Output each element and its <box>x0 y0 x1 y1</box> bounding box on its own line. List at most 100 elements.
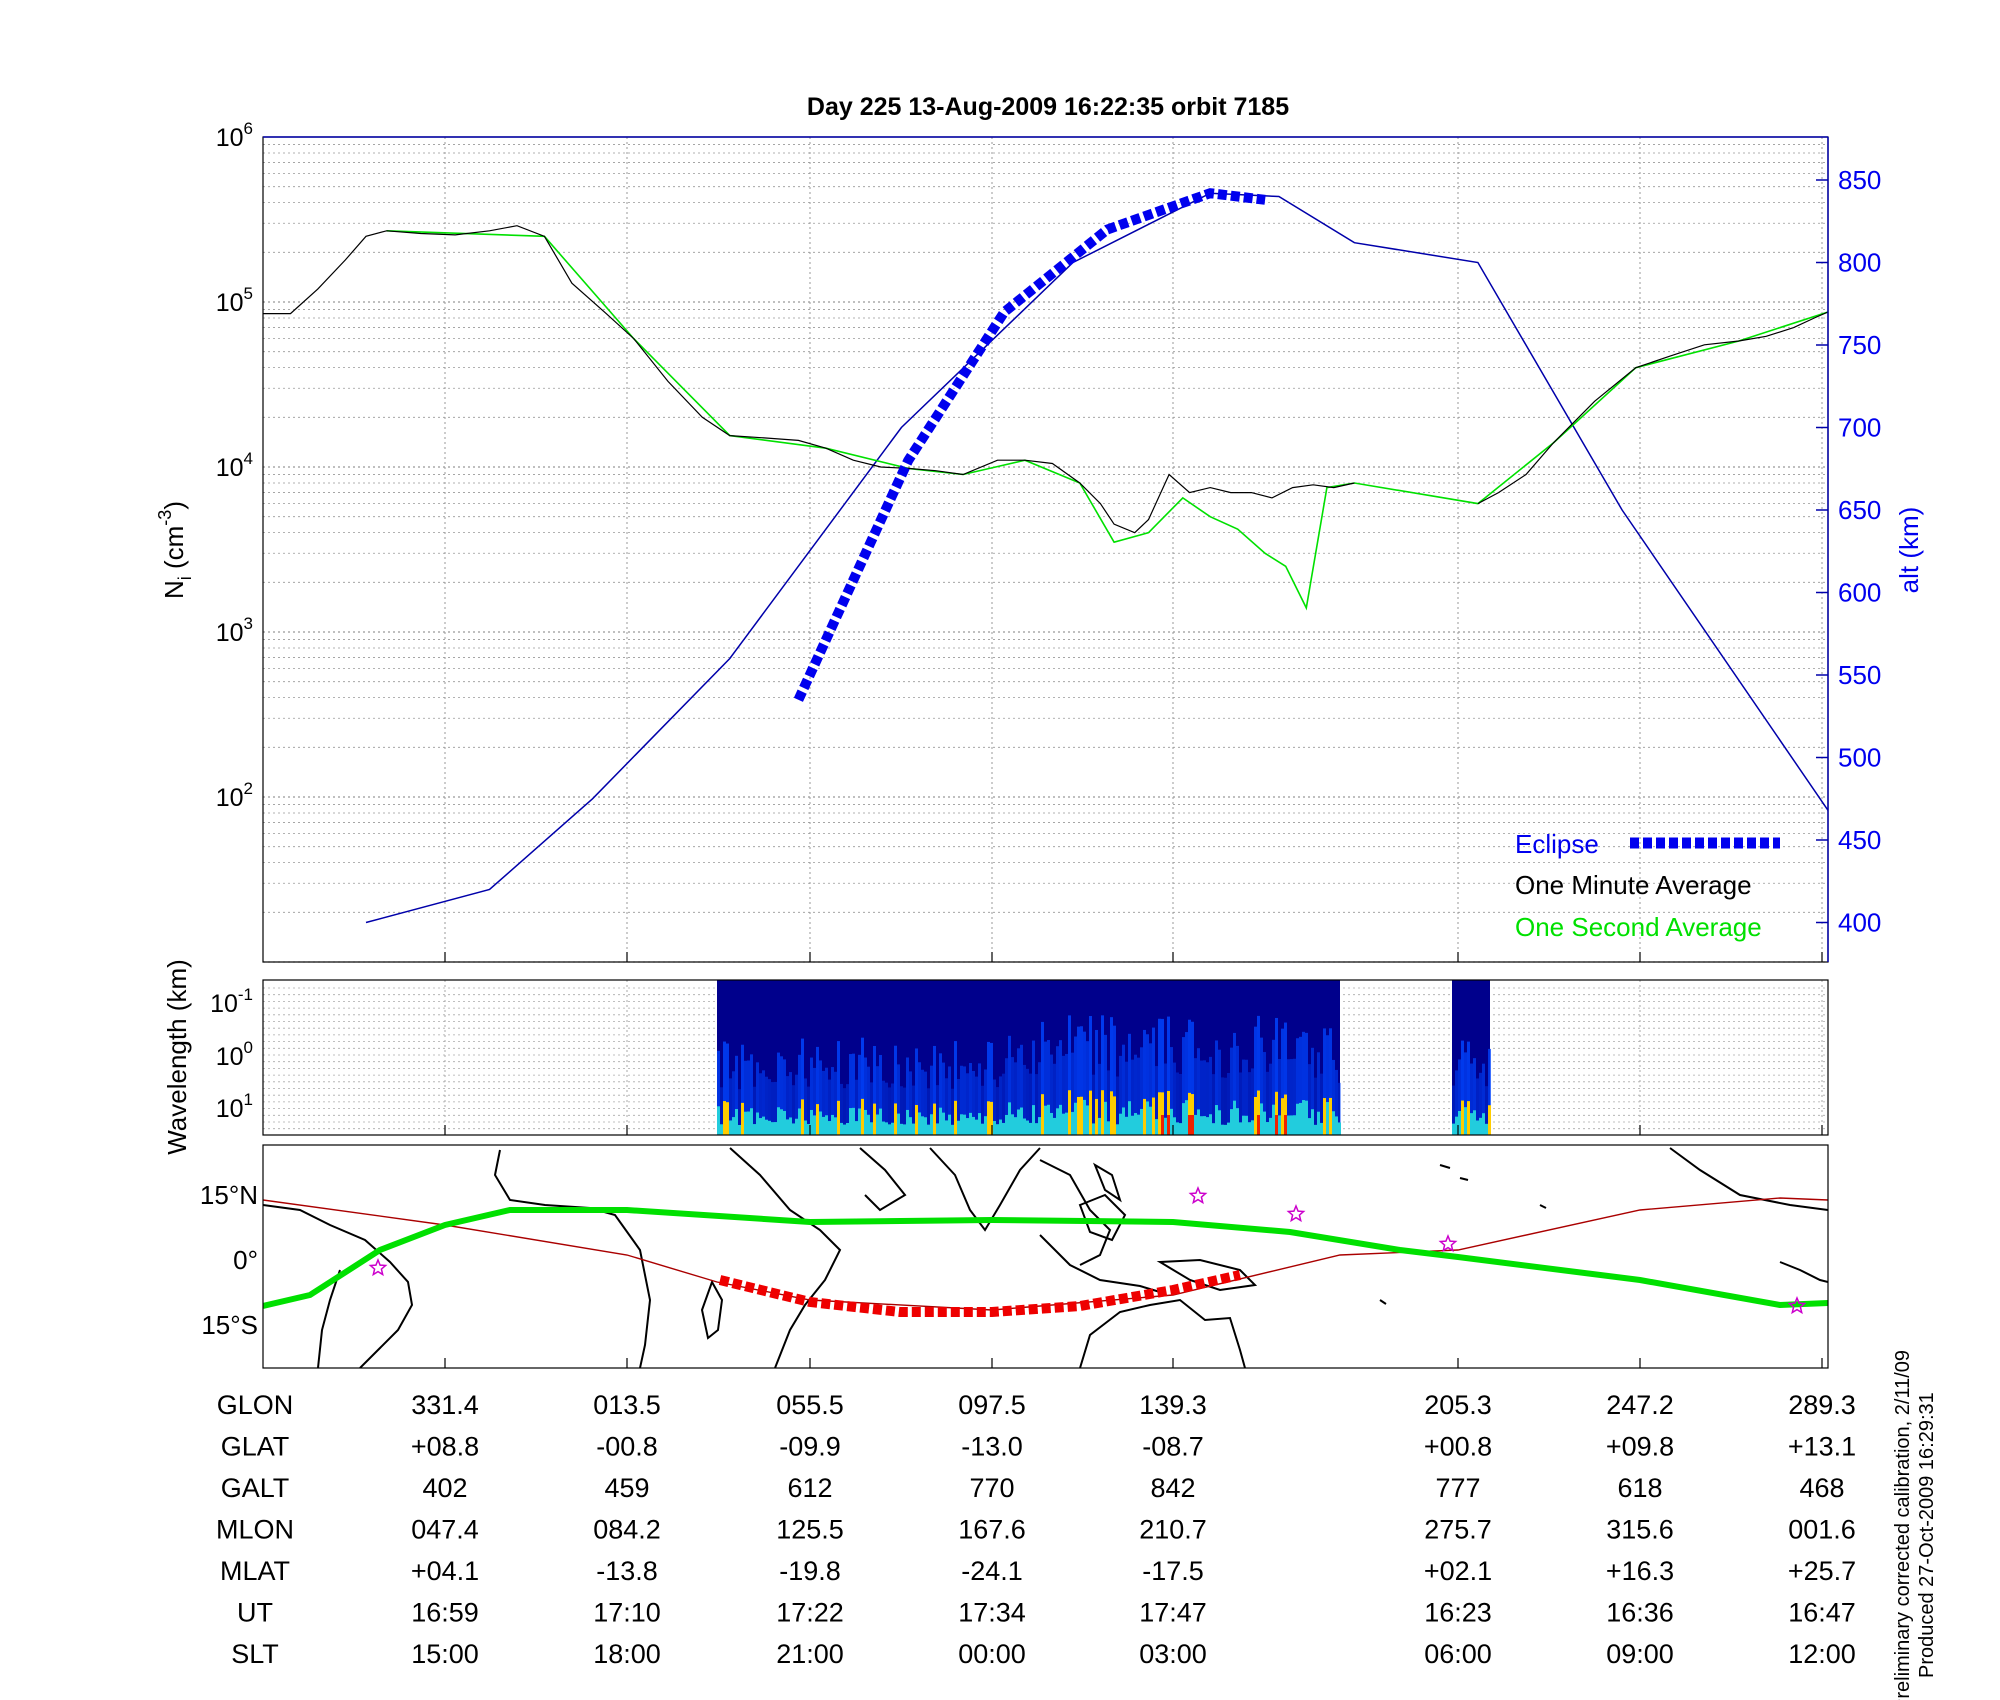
spectrogram-bin <box>1011 1114 1014 1135</box>
spectrogram-bin <box>1257 1115 1260 1135</box>
alt-tick-label: 700 <box>1838 413 1881 443</box>
spectrogram-bin <box>1323 1028 1326 1135</box>
spectrogram-bin <box>1158 1018 1161 1135</box>
density-altitude-panel: 106 105 104 103 102 Ni (cm-3) 850 800 750 7… <box>155 119 1924 963</box>
coastlines <box>263 1147 1828 1368</box>
table-cell: 16:23 <box>1424 1598 1492 1628</box>
spectrogram-bin <box>747 1060 750 1135</box>
coastline-south-america-north <box>1779 1261 1828 1283</box>
spectrogram-bin <box>1242 1059 1245 1135</box>
spectrogram-bin <box>900 1123 903 1135</box>
spectrogram-bin <box>1023 1118 1026 1135</box>
spectrogram-bin <box>768 1079 771 1135</box>
spectrogram-bin <box>903 1124 906 1135</box>
coastline-south-america-west <box>317 1269 341 1368</box>
spectrogram-bin <box>1245 1059 1248 1135</box>
spectrogram-bin <box>963 1114 966 1135</box>
spectrogram-bin <box>1299 1102 1302 1135</box>
table-cell: 00:00 <box>958 1639 1026 1669</box>
one-minute-line-right <box>1477 311 1828 505</box>
spectrogram-bin <box>750 1108 753 1135</box>
spectrogram-bin <box>972 1070 975 1135</box>
spectrogram-bin <box>1311 1109 1314 1135</box>
spectrogram-bin <box>1119 1113 1122 1135</box>
spectrogram-bin <box>1221 1124 1224 1135</box>
table-cell: 247.2 <box>1606 1390 1674 1420</box>
spectrogram-bin <box>1338 1122 1341 1135</box>
table-cell: +08.8 <box>411 1432 479 1462</box>
spectrogram-bin <box>1215 1105 1218 1135</box>
table-row-label: MLON <box>216 1515 294 1545</box>
spectrogram-bin <box>1122 1044 1125 1135</box>
spectrogram-bin <box>786 1076 789 1135</box>
spectrogram-bin <box>1470 1063 1473 1135</box>
coastline-madagascar <box>700 1279 724 1340</box>
spectrogram-bin <box>1485 1086 1488 1135</box>
spectrogram-bin <box>1206 1117 1209 1135</box>
coastline-pacific-islands <box>1379 1164 1547 1305</box>
spectrogram-bin <box>1152 1097 1155 1135</box>
spectrogram-bin <box>1008 1035 1011 1135</box>
table-cell: 15:00 <box>411 1639 479 1669</box>
spectrogram-bin <box>720 1124 723 1135</box>
spectrogram-bin <box>786 1119 789 1135</box>
spectrogram-bin <box>1098 1063 1101 1135</box>
spectrogram-bin <box>1293 1115 1296 1135</box>
spectrogram-bin <box>1272 1104 1275 1135</box>
spectrogram-bin <box>1137 1114 1140 1135</box>
spectrogram-bin <box>1053 1063 1056 1135</box>
spectrogram-bin <box>813 1067 816 1135</box>
spectrogram-bin <box>729 1120 732 1135</box>
spectrogram-bin <box>834 1117 837 1135</box>
table-cell: 047.4 <box>411 1515 479 1545</box>
table-cell: +13.1 <box>1788 1432 1856 1462</box>
spectrogram-bin <box>936 1085 939 1135</box>
spectrogram-bin <box>1059 1040 1062 1135</box>
spectrogram-bin <box>768 1120 771 1135</box>
ground-station-star <box>1286 1204 1306 1223</box>
spectrogram-bin <box>783 1110 786 1135</box>
spectrogram-bin <box>969 1112 972 1135</box>
spectrogram-bin <box>1314 1124 1317 1135</box>
spectrogram-bin <box>912 1123 915 1135</box>
alt-tick-label: 600 <box>1838 578 1881 608</box>
spectrogram-bin <box>1308 1118 1311 1135</box>
spectrogram-bin <box>723 1101 726 1135</box>
spectrogram-bin <box>972 1116 975 1135</box>
spectrogram-bin <box>822 1070 825 1135</box>
spectrogram-bin <box>1128 1101 1131 1135</box>
spectrogram-bin <box>867 1066 870 1135</box>
spectrogram-bin <box>858 1108 861 1135</box>
lat-label-15s: 15°S <box>201 1310 258 1340</box>
table-cell: 18:00 <box>593 1639 661 1669</box>
table-row-label: GALT <box>221 1473 290 1503</box>
legend-one-second: One Second Average <box>1515 912 1762 942</box>
spectrogram-bin <box>852 1053 855 1135</box>
spectrogram-bin <box>888 1087 891 1135</box>
spectrogram-bin <box>852 1107 855 1135</box>
spectrogram-bin <box>981 1123 984 1135</box>
spectrogram-bin <box>915 1104 918 1135</box>
spectrogram-bin <box>951 1124 954 1135</box>
one-minute-line <box>263 225 1355 534</box>
spectrogram-bin <box>1029 1073 1032 1135</box>
spectrogram-bin <box>1467 1101 1470 1135</box>
spectrogram-bin <box>1050 1054 1053 1135</box>
spectrogram-bin <box>813 1115 816 1135</box>
spectrogram-bin <box>1185 1032 1188 1135</box>
spectrogram-bin <box>1488 1105 1491 1135</box>
table-cell: 459 <box>604 1473 649 1503</box>
spectrogram-bin <box>1215 1040 1218 1135</box>
wavelength-tick-label: 101 <box>216 1090 253 1123</box>
spectrogram-bin <box>1479 1072 1482 1135</box>
spectrogram-bin <box>1098 1117 1101 1135</box>
spectrogram-bin <box>1287 1115 1290 1135</box>
spectrogram-bin <box>1212 1123 1215 1135</box>
spectrogram-bin <box>1014 1117 1017 1135</box>
spectrogram-bin <box>882 1080 885 1135</box>
spectrogram-bin <box>1452 1123 1455 1135</box>
spectrogram-bin <box>1053 1117 1056 1135</box>
spectrogram-bin <box>1125 1061 1128 1135</box>
spectrogram-bin <box>1038 1062 1041 1135</box>
spectrogram-bin <box>870 1082 873 1135</box>
